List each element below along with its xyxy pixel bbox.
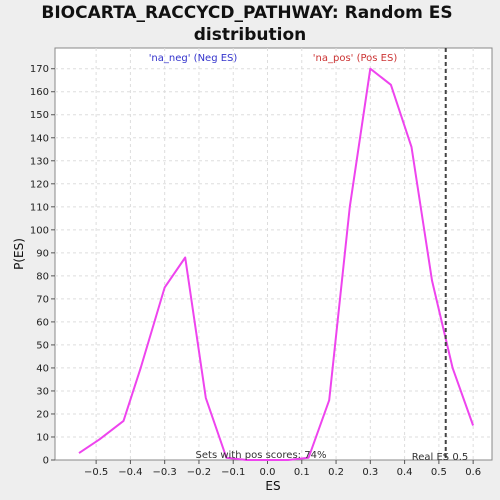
sets-pos-scores-label: Sets with pos scores: 74% xyxy=(196,450,327,461)
plot-area xyxy=(54,47,493,461)
y-tick-label: 0 xyxy=(43,456,49,467)
x-tick-label: 0.0 xyxy=(260,467,276,478)
y-tick-label: 70 xyxy=(36,294,49,305)
x-tick-label: −0.5 xyxy=(84,467,108,478)
neg-es-label: 'na_neg' (Neg ES) xyxy=(149,53,238,64)
chart-title-line-1: BIOCARTA_RACCYCD_PATHWAY: Random ES xyxy=(41,3,452,23)
y-tick-label: 100 xyxy=(30,225,49,236)
y-axis-ticks: 0 10 20 30 40 50 60 70 80 90 100 110 120 130 140 150 160… xyxy=(30,64,55,467)
pos-es-label: 'na_pos' (Pos ES) xyxy=(313,53,398,64)
y-tick-label: 90 xyxy=(36,248,49,259)
x-tick-label: 0.6 xyxy=(465,467,481,478)
y-tick-label: 60 xyxy=(36,317,49,328)
y-tick-label: 140 xyxy=(30,133,49,144)
x-tick-label: 0.2 xyxy=(328,467,344,478)
y-tick-label: 40 xyxy=(36,363,49,374)
y-tick-label: 170 xyxy=(30,64,49,75)
x-tick-label: 0.1 xyxy=(294,467,310,478)
series-line xyxy=(78,67,475,461)
real-es-label: Real ES 0.5 xyxy=(412,452,468,463)
y-tick-label: 160 xyxy=(30,87,49,98)
x-axis-ticks: −0.5 −0.4 −0.3 −0.2 −0.1 0.0 0.1 0.2 0.3 0.4 0.5 0.… xyxy=(84,460,481,478)
x-tick-label: −0.3 xyxy=(153,467,177,478)
series-group xyxy=(78,67,475,461)
x-axis-label: ES xyxy=(265,479,280,493)
y-tick-label: 80 xyxy=(36,271,49,282)
x-tick-label: −0.2 xyxy=(187,467,211,478)
x-tick-label: −0.1 xyxy=(221,467,245,478)
y-tick-label: 130 xyxy=(30,156,49,167)
y-tick-label: 10 xyxy=(36,432,49,443)
y-tick-label: 30 xyxy=(36,386,49,397)
chart-title-line-2: distribution xyxy=(194,25,306,45)
x-tick-label: 0.3 xyxy=(362,467,378,478)
x-tick-label: 0.5 xyxy=(431,467,447,478)
grid xyxy=(55,48,492,460)
x-tick-label: 0.4 xyxy=(397,467,413,478)
y-tick-label: 150 xyxy=(30,110,49,121)
y-tick-label: 110 xyxy=(30,202,49,213)
x-tick-label: −0.4 xyxy=(118,467,142,478)
y-tick-label: 20 xyxy=(36,409,49,420)
y-axis-label: P(ES) xyxy=(12,238,26,270)
y-tick-label: 120 xyxy=(30,179,49,190)
y-tick-label: 50 xyxy=(36,340,49,351)
